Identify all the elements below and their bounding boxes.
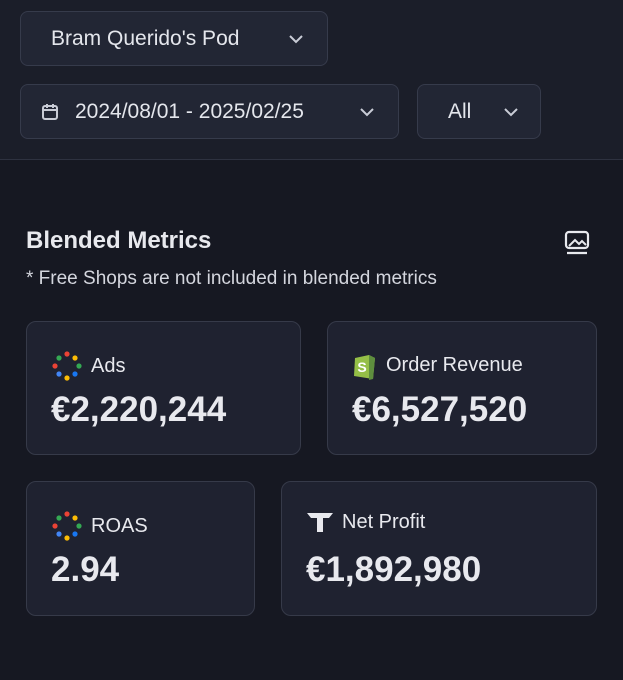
image-icon[interactable] xyxy=(564,230,590,256)
metric-card[interactable]: Ads €2,220,244 xyxy=(26,321,301,455)
ads-icon xyxy=(52,351,82,381)
date-select[interactable]: 2024/08/01 - 2025/02/25 xyxy=(20,84,399,139)
pod-label: Bram Querido's Pod xyxy=(51,26,240,50)
pod-select[interactable]: Bram Querido's Pod xyxy=(20,11,328,66)
metric-value: 2.94 xyxy=(51,550,120,589)
metric-value: €1,892,980 xyxy=(306,550,482,589)
calendar-icon xyxy=(42,103,58,120)
date-label: 2024/08/01 - 2025/02/25 xyxy=(75,99,304,123)
metric-label: Ads xyxy=(91,354,126,377)
scope-select[interactable]: All xyxy=(417,84,541,139)
metric-card[interactable]: ROAS 2.94 xyxy=(26,481,255,616)
svg-text:S: S xyxy=(357,359,366,375)
metric-value: €2,220,244 xyxy=(51,390,227,429)
triple-whale-icon xyxy=(307,513,333,532)
metric-card[interactable]: Net Profit €1,892,980 xyxy=(281,481,597,616)
filter-bar: Bram Querido's Pod 2024/08/01 - 2025/02/… xyxy=(0,0,623,160)
roas-icon xyxy=(52,511,82,541)
section-note: * Free Shops are not included in blended… xyxy=(26,268,437,289)
metric-card[interactable]: S Order Revenue €6,527,520 xyxy=(327,321,597,455)
shopify-icon: S xyxy=(354,355,375,380)
section-title: Blended Metrics xyxy=(26,227,212,254)
chevron xyxy=(289,34,303,43)
metric-label: Order Revenue xyxy=(386,353,523,376)
scope-label: All xyxy=(448,99,472,123)
metric-label: ROAS xyxy=(91,514,148,537)
chevron xyxy=(360,107,374,116)
chevron xyxy=(504,107,518,116)
metric-label: Net Profit xyxy=(342,510,426,533)
metric-value: €6,527,520 xyxy=(352,390,528,429)
